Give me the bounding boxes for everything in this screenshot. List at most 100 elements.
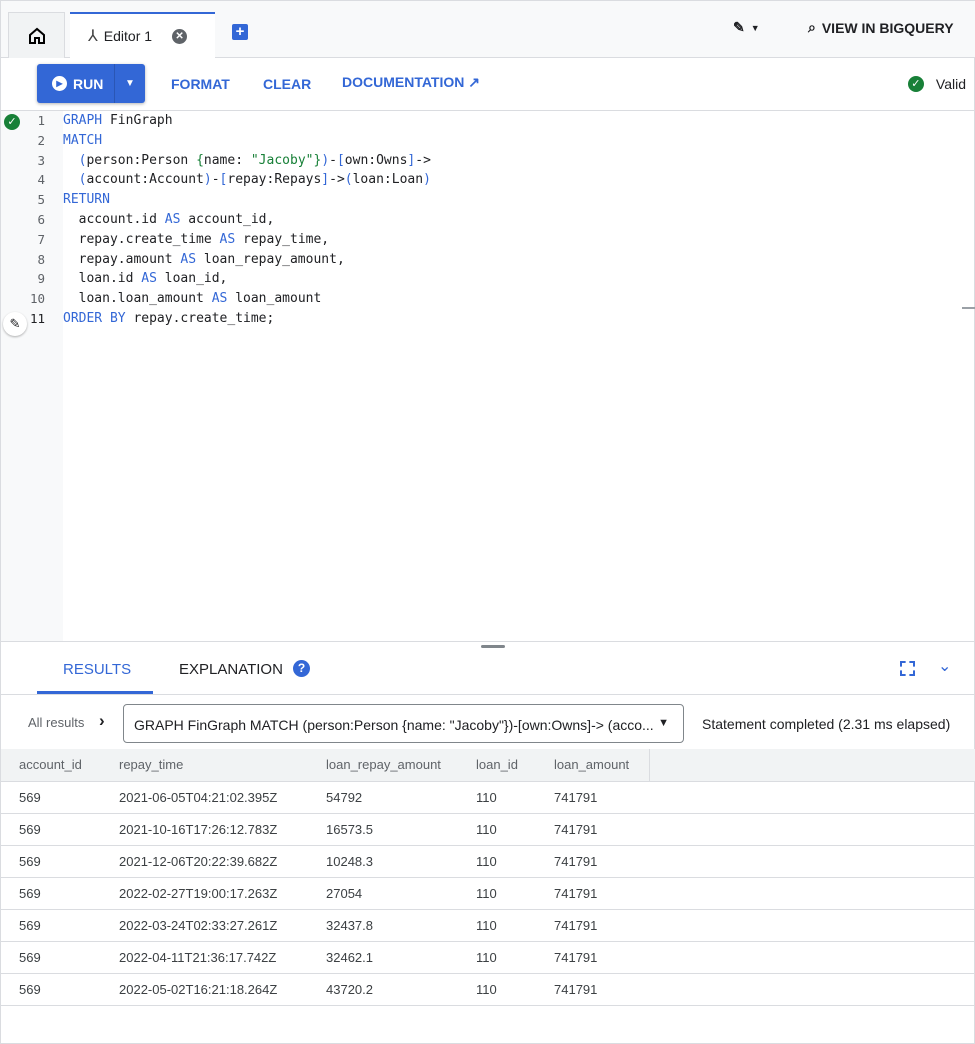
run-button-group: ▶ RUN ▼ <box>37 64 145 103</box>
table-row[interactable]: 569 2022-02-27T19:00:17.263Z 27054 110 74179… <box>1 877 975 910</box>
code-line[interactable]: ORDER BY repay.create_time; <box>63 310 275 326</box>
code-line[interactable]: MATCH <box>63 132 103 148</box>
table-cell: 27054 <box>308 877 458 910</box>
line-number: 3 <box>37 152 45 168</box>
table-cell-filler <box>649 909 975 942</box>
column-header[interactable]: loan_repay_amount <box>308 749 458 782</box>
table-row[interactable]: 569 2022-03-24T02:33:27.261Z 32437.8 110 741… <box>1 909 975 942</box>
line-number: 8 <box>37 251 45 267</box>
code-line[interactable]: (account:Account)-[repay:Repays]->(loan:… <box>78 172 431 188</box>
add-tab-button[interactable]: + <box>232 24 248 40</box>
table-cell: 2021-10-16T17:26:12.783Z <box>101 813 308 846</box>
code-editor[interactable]: ✓ ✎ 1 2 3 4 5 6 7 8 9 10 11 GRAPH FinGra… <box>1 111 975 641</box>
bigquery-icon: ⌕ <box>808 19 816 35</box>
status-label: Valid <box>935 76 966 92</box>
fullscreen-icon[interactable] <box>900 661 915 676</box>
tab-bar: ⅄ Editor 1 ✕ + ✎ ▼ ⌕ VIEW IN BIGQUERY <box>1 1 975 58</box>
ai-assist-icon[interactable]: ✎ <box>3 312 27 336</box>
documentation-link[interactable]: DOCUMENTATION ↗ <box>342 74 480 91</box>
column-header[interactable]: loan_amount <box>536 749 650 782</box>
help-icon[interactable]: ? <box>293 660 310 677</box>
table-cell: 569 <box>1 781 101 814</box>
line-number: 5 <box>37 192 45 208</box>
table-row[interactable]: 569 2022-05-02T16:21:18.264Z 43720.2 110 741… <box>1 973 975 1006</box>
results-table: account_id repay_time loan_repay_amount … <box>1 749 975 1006</box>
table-cell: 16573.5 <box>308 813 458 846</box>
code-line[interactable]: RETURN <box>63 192 110 208</box>
line-number: 1 <box>37 113 45 128</box>
table-cell: 54792 <box>308 781 458 814</box>
home-icon <box>28 27 45 44</box>
table-row[interactable]: 569 2021-06-05T04:21:02.395Z 54792 110 74179… <box>1 781 975 814</box>
table-cell: 43720.2 <box>308 973 458 1006</box>
table-cell: 741791 <box>536 973 649 1006</box>
table-row[interactable]: 569 2021-12-06T20:22:39.682Z 10248.3 110 741… <box>1 845 975 878</box>
table-cell: 741791 <box>536 877 649 910</box>
table-cell-filler <box>649 813 975 846</box>
table-cell: 569 <box>1 877 101 910</box>
splitter[interactable] <box>1 641 975 642</box>
tab-label: Editor 1 <box>103 28 153 44</box>
table-cell-filler <box>649 941 975 974</box>
check-icon: ✓ <box>907 76 924 92</box>
ai-assist-menu[interactable]: ✎ ▼ <box>733 19 760 36</box>
valid-check-icon: ✓ <box>4 114 20 130</box>
table-row[interactable]: 569 2022-04-11T21:36:17.742Z 32462.1 110 741… <box>1 941 975 974</box>
results-filter-bar: All results › GRAPH FinGraph MATCH (pers… <box>1 696 975 749</box>
all-results-link[interactable]: All results <box>28 715 85 730</box>
tab-editor-1[interactable]: ⅄ Editor 1 ✕ <box>70 12 215 58</box>
code-line[interactable]: repay.create_time AS repay_time, <box>63 231 330 247</box>
view-in-bigquery-button[interactable]: ⌕ VIEW IN BIGQUERY <box>808 19 954 36</box>
results-tabs: RESULTS EXPLANATION ? ⌄ <box>1 646 975 695</box>
table-cell: 110 <box>458 973 536 1006</box>
table-cell: 569 <box>1 813 101 846</box>
code-line[interactable]: (person:Person {name: "Jacoby"})-[own:Ow… <box>78 152 431 168</box>
code-line[interactable]: loan.loan_amount AS loan_amount <box>63 291 322 307</box>
clear-button[interactable]: CLEAR <box>263 76 312 92</box>
column-header[interactable]: loan_id <box>458 749 536 782</box>
chevron-down-icon: ▼ <box>750 22 760 33</box>
table-cell: 32462.1 <box>308 941 458 974</box>
scrollbar-marker[interactable] <box>962 307 975 309</box>
chevron-right-icon: › <box>99 711 105 730</box>
resize-handle[interactable] <box>481 645 505 648</box>
run-label: RUN <box>73 75 104 92</box>
table-cell: 32437.8 <box>308 909 458 942</box>
tab-home[interactable] <box>8 12 65 58</box>
collapse-chevron-icon[interactable]: ⌄ <box>938 658 952 675</box>
tab-explanation[interactable]: EXPLANATION <box>179 661 283 678</box>
code-line[interactable]: repay.amount AS loan_repay_amount, <box>63 251 345 267</box>
table-cell-filler <box>649 973 975 1006</box>
table-cell: 110 <box>458 941 536 974</box>
code-line[interactable]: loan.id AS loan_id, <box>63 271 228 287</box>
line-number: 7 <box>37 231 45 247</box>
line-number: 2 <box>37 132 45 148</box>
table-cell: 569 <box>1 941 101 974</box>
table-cell: 110 <box>458 909 536 942</box>
table-cell: 110 <box>458 877 536 910</box>
code-line[interactable]: GRAPH FinGraph <box>63 113 173 128</box>
table-row[interactable]: 569 2021-10-16T17:26:12.783Z 16573.5 110 741… <box>1 813 975 846</box>
run-options-dropdown[interactable]: ▼ <box>125 78 135 89</box>
table-cell: 741791 <box>536 813 649 846</box>
table-cell: 569 <box>1 909 101 942</box>
format-button[interactable]: FORMAT <box>171 76 230 92</box>
run-button[interactable]: ▶ RUN <box>37 64 115 103</box>
table-cell: 2022-03-24T02:33:27.261Z <box>101 909 308 942</box>
table-cell-filler <box>649 781 975 814</box>
tab-results[interactable]: RESULTS <box>63 661 132 678</box>
play-icon: ▶ <box>52 76 67 91</box>
line-number: 4 <box>37 172 45 188</box>
close-tab-icon[interactable]: ✕ <box>172 28 188 44</box>
table-cell: 110 <box>458 845 536 878</box>
external-link-icon: ↗ <box>468 74 480 90</box>
statement-select[interactable]: GRAPH FinGraph MATCH (person:Person {nam… <box>123 704 684 743</box>
table-cell: 2021-12-06T20:22:39.682Z <box>101 845 308 878</box>
code-line[interactable]: account.id AS account_id, <box>63 211 275 227</box>
column-header[interactable]: repay_time <box>101 749 308 782</box>
table-cell: 2021-06-05T04:21:02.395Z <box>101 781 308 814</box>
statement-status: Statement completed (2.31 ms elapsed) <box>702 716 951 732</box>
table-cell-filler <box>649 877 975 910</box>
code-content[interactable]: GRAPH FinGraph MATCH (person:Person {name… <box>63 111 431 329</box>
column-header[interactable]: account_id <box>1 749 101 782</box>
